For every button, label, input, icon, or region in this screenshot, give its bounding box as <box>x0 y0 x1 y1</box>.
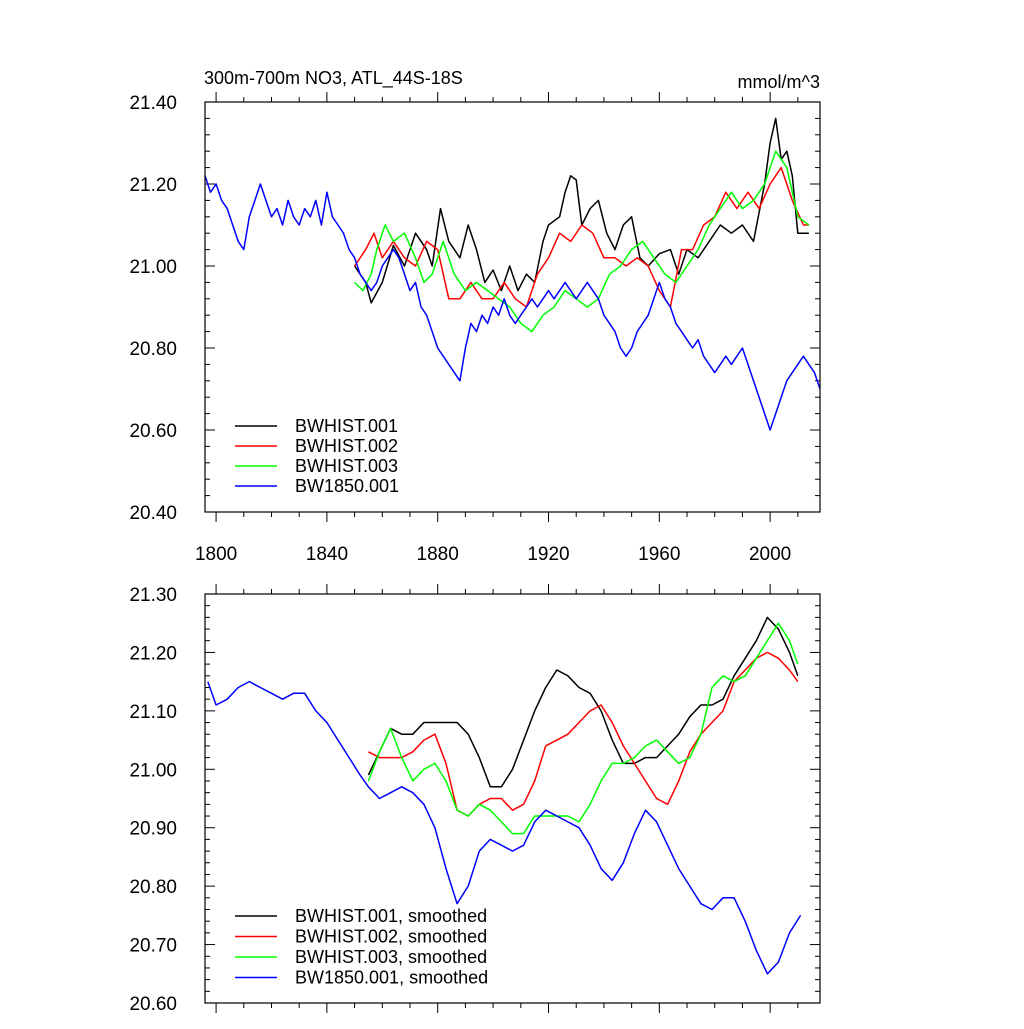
y-tick-label: 21.00 <box>129 257 177 278</box>
y-tick-label: 20.90 <box>129 819 177 840</box>
plot-frame <box>204 593 821 1004</box>
series-line-3 <box>367 622 799 835</box>
y-tick-label: 20.60 <box>129 994 177 1015</box>
x-tick-label: 1920 <box>527 544 569 565</box>
y-tick-label: 20.80 <box>129 877 177 898</box>
y-tick-label: 20.60 <box>129 421 177 442</box>
x-tick-label: 2000 <box>749 544 791 565</box>
series-line-4 <box>204 175 821 431</box>
series-line-4 <box>207 680 802 975</box>
units-label: mmol/m^3 <box>738 72 820 92</box>
series-line-2 <box>353 166 809 308</box>
series-line-3 <box>354 150 810 333</box>
series-line-2 <box>368 651 799 817</box>
y-tick-label: 21.10 <box>129 702 177 723</box>
legend-label: BWHIST.002 <box>295 436 398 456</box>
y-tick-label: 21.20 <box>129 643 177 664</box>
x-tick-label: 1840 <box>306 544 348 565</box>
y-tick-label: 20.40 <box>129 503 177 524</box>
y-tick-label: 21.20 <box>129 175 177 196</box>
legend-label: BWHIST.001, smoothed <box>295 906 487 926</box>
y-tick-label: 20.70 <box>129 936 177 957</box>
chart-title: 300m-700m NO3, ATL_44S-18S <box>204 68 463 89</box>
y-tick-label: 21.00 <box>129 760 177 781</box>
y-tick-label: 21.30 <box>129 585 177 606</box>
legend-label: BWHIST.001 <box>295 416 398 436</box>
x-tick-label: 1880 <box>417 544 459 565</box>
legend-label: BWHIST.003 <box>295 456 398 476</box>
series-line-1 <box>367 616 799 788</box>
x-tick-label: 1960 <box>638 544 680 565</box>
plot-frame <box>204 101 821 513</box>
legend-label: BW1850.001, smoothed <box>295 968 488 988</box>
top-panel: 20.40 20.60 20.80 21.00 21.20 21.40 1800 1840 18… <box>129 92 821 565</box>
legend-label: BW1850.001 <box>295 476 399 496</box>
bottom-panel: 20.60 20.70 20.80 20.90 21.00 21.10 21.20 21.30… <box>129 584 821 1015</box>
legend-label: BWHIST.002, smoothed <box>295 927 487 947</box>
x-tick-label: 1800 <box>195 544 237 565</box>
legend-label: BWHIST.003, smoothed <box>295 947 487 967</box>
y-tick-label: 20.80 <box>129 339 177 360</box>
y-tick-label: 21.40 <box>129 93 177 114</box>
